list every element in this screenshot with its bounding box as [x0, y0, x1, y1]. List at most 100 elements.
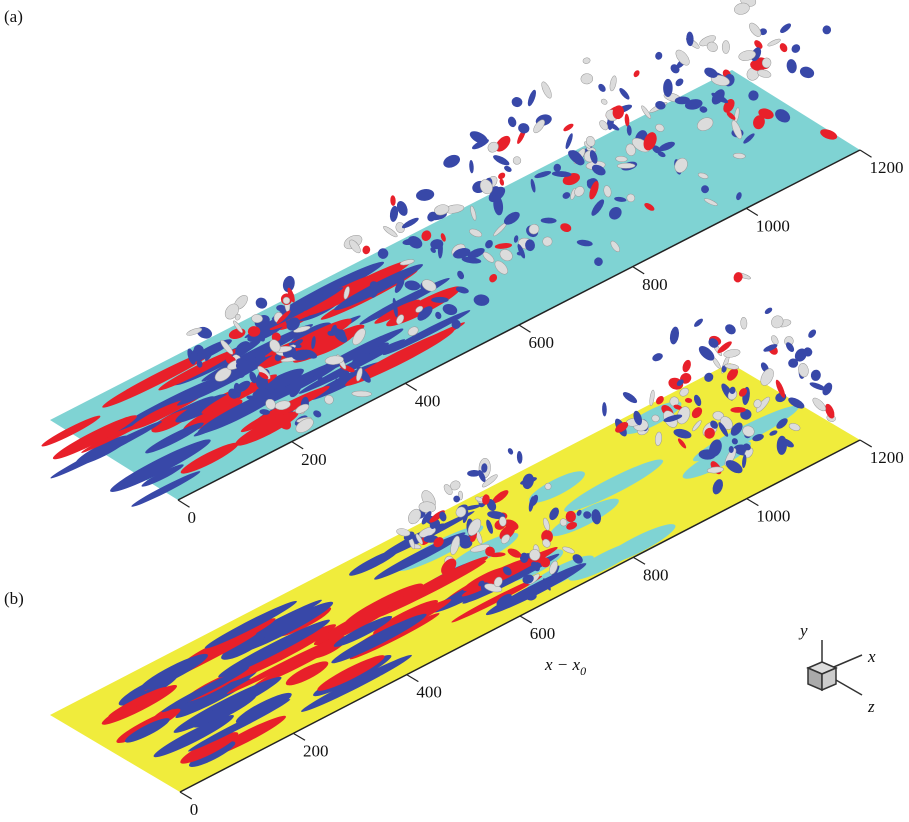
- vortex: [750, 59, 766, 71]
- streak: [285, 661, 329, 686]
- vortex: [652, 353, 663, 362]
- streak: [141, 464, 184, 487]
- vortex: [487, 141, 499, 153]
- patch: [568, 540, 643, 581]
- vortex: [390, 195, 396, 206]
- vortex: [788, 358, 799, 368]
- vortex: [302, 310, 310, 317]
- vortex: [691, 407, 703, 419]
- vortex: [679, 0, 696, 1]
- vortex: [633, 410, 642, 426]
- vortex: [461, 256, 482, 264]
- streak: [145, 422, 204, 454]
- vortex: [761, 57, 772, 69]
- vortex: [598, 83, 606, 92]
- vortex: [479, 179, 493, 195]
- vortex: [706, 466, 724, 474]
- vortex: [291, 349, 312, 361]
- vortex: [265, 398, 276, 410]
- vortex: [686, 31, 694, 47]
- vortex: [473, 294, 490, 306]
- vortex: [676, 406, 691, 425]
- vortex: [562, 546, 575, 554]
- vortex: [740, 316, 748, 330]
- vortex: [249, 371, 257, 384]
- vortex: [651, 414, 660, 423]
- patch: [528, 471, 585, 503]
- vortex: [585, 136, 596, 147]
- streak: [301, 654, 412, 712]
- vortex: [798, 363, 809, 378]
- streak: [218, 619, 330, 678]
- vortex: [734, 2, 750, 15]
- vortex: [482, 494, 490, 505]
- vortex: [775, 379, 786, 398]
- vortex: [293, 325, 311, 333]
- vortex: [780, 23, 792, 34]
- vortex: [591, 509, 602, 525]
- tick-mark: [179, 791, 193, 800]
- vortex: [771, 315, 784, 329]
- vortex: [563, 123, 574, 132]
- vortex: [481, 463, 488, 473]
- vortex: [736, 192, 742, 201]
- vortex: [589, 181, 599, 200]
- vortex: [626, 193, 636, 203]
- streak: [180, 732, 239, 764]
- streak: [373, 600, 439, 635]
- vortex: [513, 235, 519, 243]
- vortex: [754, 40, 763, 49]
- vortex: [712, 479, 723, 495]
- vortex: [481, 474, 498, 488]
- vortex: [220, 339, 234, 355]
- tick-mark: [519, 615, 533, 624]
- vortex: [486, 519, 494, 534]
- vortex: [489, 273, 498, 283]
- vortex: [615, 422, 629, 433]
- tick-mark: [859, 149, 872, 158]
- vortex: [684, 99, 703, 110]
- streak: [331, 613, 427, 664]
- vortex: [434, 204, 450, 216]
- vortex: [694, 318, 703, 327]
- vortex: [649, 389, 655, 407]
- vortex: [641, 105, 652, 119]
- vortex: [730, 422, 743, 436]
- triad-label: y: [798, 621, 808, 640]
- vortex: [324, 355, 344, 365]
- vortex: [478, 580, 485, 587]
- vortex: [485, 239, 493, 249]
- tick-label: 400: [415, 392, 441, 411]
- vortex: [462, 510, 469, 524]
- streak: [317, 655, 385, 691]
- vortex: [752, 433, 764, 442]
- vortex: [675, 78, 684, 87]
- vortex: [522, 574, 534, 584]
- vortex: [494, 243, 513, 249]
- vortex: [603, 185, 612, 198]
- vortex: [530, 494, 539, 506]
- vortex: [693, 394, 702, 407]
- vortex: [743, 443, 751, 451]
- vortex: [742, 454, 747, 469]
- patch: [564, 459, 664, 512]
- streak: [124, 718, 170, 743]
- vortex: [362, 245, 371, 255]
- vortex: [732, 152, 746, 159]
- vortex: [433, 537, 444, 548]
- vortex: [522, 473, 534, 490]
- vortex: [313, 410, 322, 418]
- vortex: [311, 336, 316, 350]
- vortex: [430, 247, 436, 253]
- vortex: [498, 516, 507, 527]
- vortex: [673, 428, 692, 439]
- vortex: [271, 332, 281, 342]
- vortex: [609, 75, 617, 92]
- vortex: [233, 320, 243, 333]
- vortex: [471, 139, 489, 150]
- vortex: [531, 561, 541, 572]
- vortex: [439, 511, 447, 522]
- vortex: [825, 403, 835, 419]
- vortex: [441, 558, 457, 576]
